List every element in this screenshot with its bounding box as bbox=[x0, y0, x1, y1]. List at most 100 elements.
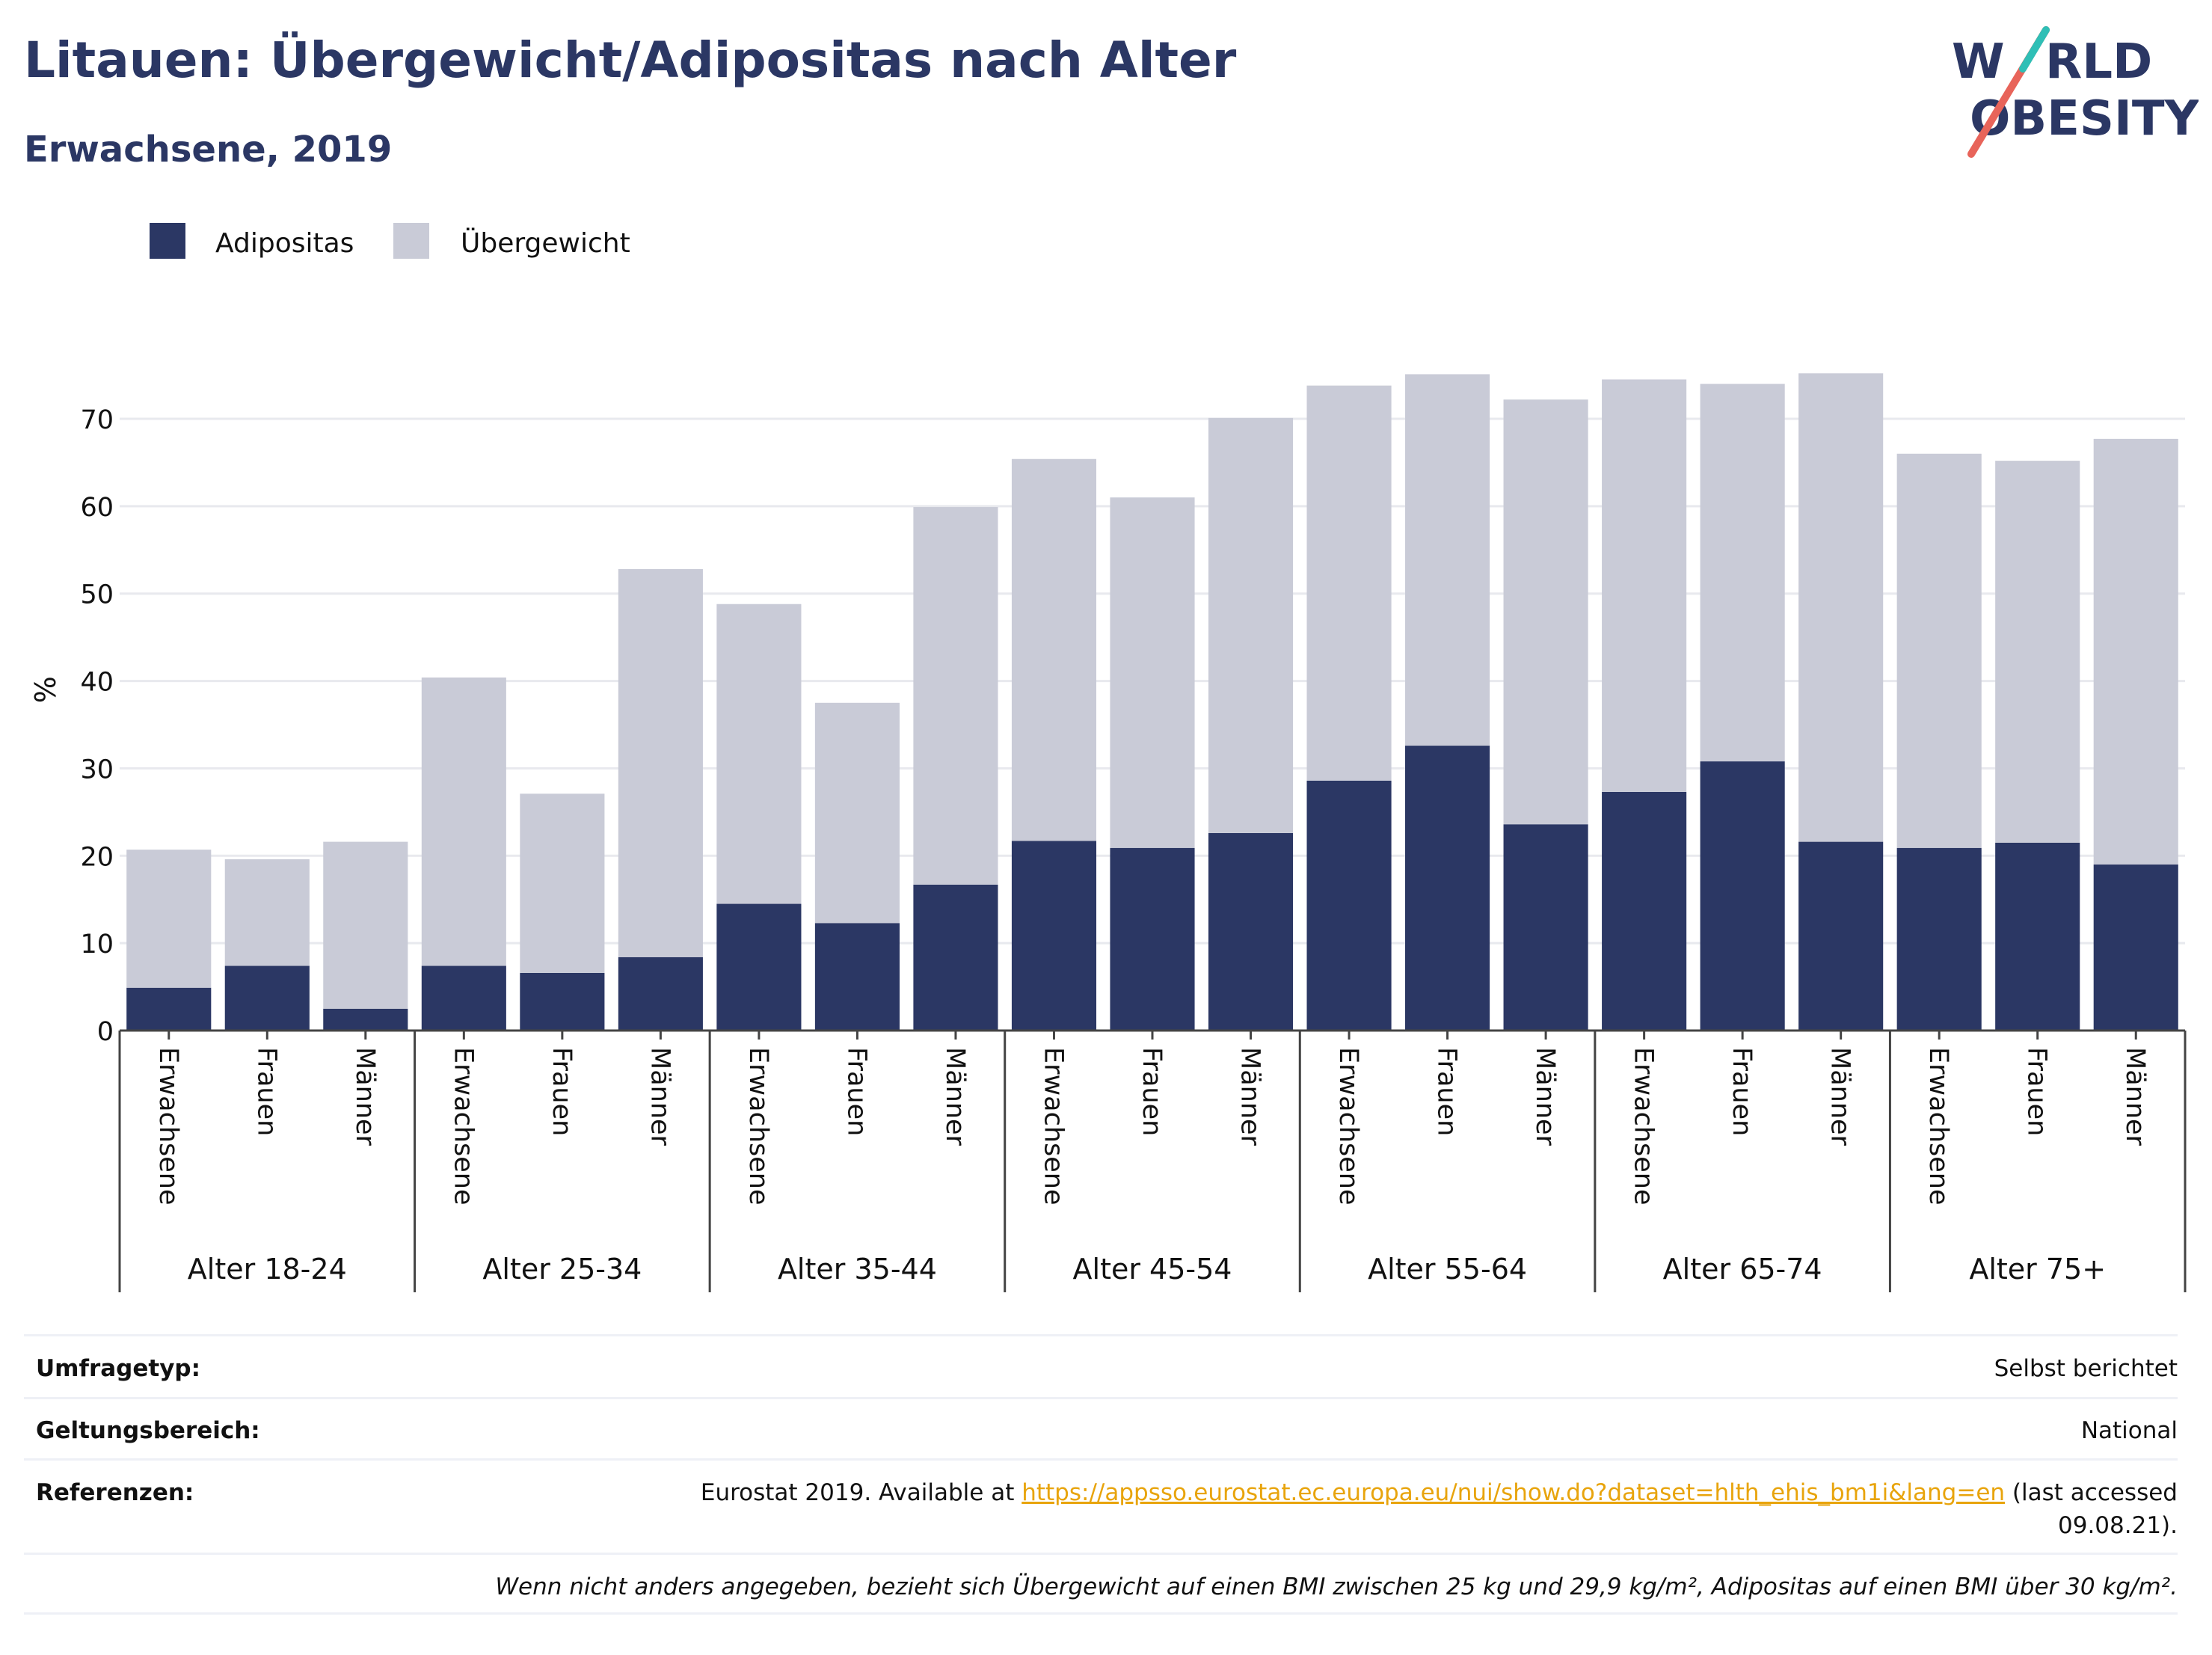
bar-adipositas bbox=[126, 987, 212, 1031]
bar-adipositas bbox=[1306, 780, 1392, 1031]
bar-uebergewicht bbox=[2093, 438, 2178, 865]
survey-value: Selbst berichtet bbox=[1994, 1355, 2178, 1382]
bar-adipositas bbox=[1798, 841, 1884, 1031]
bar-uebergewicht bbox=[1405, 374, 1490, 746]
x-subcategory-label: Erwachsene bbox=[1333, 1047, 1363, 1206]
divider bbox=[24, 1553, 2178, 1555]
bar-adipositas bbox=[814, 923, 900, 1031]
y-tick-label: 30 bbox=[80, 755, 114, 784]
x-group-label: Alter 25-34 bbox=[482, 1253, 642, 1286]
x-subcategory-label: Erwachsene bbox=[448, 1047, 478, 1206]
x-subcategory-label: Männer bbox=[1825, 1047, 1855, 1146]
y-axis-label: % bbox=[29, 676, 62, 703]
x-subcategory-label: Frauen bbox=[547, 1047, 577, 1136]
x-subcategory-label: Erwachsene bbox=[153, 1047, 183, 1206]
bar-uebergewicht bbox=[1602, 379, 1687, 792]
x-subcategory-label: Frauen bbox=[251, 1047, 281, 1136]
bar-adipositas bbox=[1896, 847, 1982, 1031]
bar-adipositas bbox=[323, 1008, 408, 1031]
legend-swatch-adipositas bbox=[150, 223, 185, 259]
bar-uebergewicht bbox=[1995, 461, 2080, 843]
divider bbox=[24, 1458, 2178, 1461]
x-subcategory-label: Männer bbox=[940, 1047, 970, 1146]
x-subcategory-label: Frauen bbox=[1432, 1047, 1462, 1136]
footnote: Wenn nicht anders angegeben, bezieht sic… bbox=[495, 1573, 2178, 1600]
y-tick-label: 70 bbox=[80, 405, 114, 435]
x-group-label: Alter 65-74 bbox=[1663, 1253, 1822, 1286]
bar-adipositas bbox=[618, 957, 703, 1031]
bar-adipositas bbox=[1405, 746, 1490, 1031]
x-subcategory-label: Erwachsene bbox=[743, 1047, 773, 1206]
references-prefix: Eurostat 2019. Available at bbox=[700, 1479, 1022, 1506]
references-date: 09.08.21). bbox=[2058, 1512, 2178, 1539]
bars bbox=[126, 373, 2178, 1031]
legend-label-adipositas: Adipositas bbox=[215, 228, 354, 259]
y-tick-label: 40 bbox=[80, 668, 114, 698]
bar-adipositas bbox=[1602, 791, 1687, 1031]
bar-uebergewicht bbox=[323, 841, 408, 1009]
x-subcategory-label: Erwachsene bbox=[1629, 1047, 1659, 1206]
x-subcategory-label: Frauen bbox=[1137, 1047, 1167, 1136]
bar-adipositas bbox=[1208, 832, 1294, 1031]
bar-uebergewicht bbox=[1700, 384, 1785, 762]
references-link[interactable]: https://appsso.eurostat.ec.europa.eu/nui… bbox=[1021, 1479, 2006, 1506]
bar-adipositas bbox=[1503, 824, 1588, 1031]
bar-uebergewicht bbox=[618, 568, 703, 957]
world-obesity-logo: WORLD OBESITY bbox=[1952, 26, 2199, 158]
bar-uebergewicht bbox=[1896, 453, 1982, 848]
bar-uebergewicht bbox=[913, 507, 998, 885]
y-axis: 0 10 20 30 40 50 60 70% bbox=[29, 405, 114, 1047]
x-subcategory-label: Männer bbox=[1235, 1047, 1265, 1146]
x-subcategory-label: Männer bbox=[645, 1047, 675, 1146]
bar-adipositas bbox=[1700, 761, 1785, 1031]
scope-label: Geltungsbereich: bbox=[36, 1417, 260, 1444]
x-subcategory-label: Frauen bbox=[841, 1047, 871, 1136]
x-subcategory-label: Männer bbox=[2120, 1047, 2150, 1146]
bar-uebergewicht bbox=[716, 604, 802, 904]
bar-adipositas bbox=[520, 972, 605, 1031]
x-group-label: Alter 55-64 bbox=[1368, 1253, 1527, 1286]
x-group-label: Alter 35-44 bbox=[778, 1253, 937, 1286]
divider bbox=[24, 1612, 2178, 1615]
bar-uebergewicht bbox=[1798, 373, 1884, 842]
bar-adipositas bbox=[421, 965, 506, 1031]
x-subcategory-label: Männer bbox=[1530, 1047, 1560, 1146]
page-title: Litauen: Übergewicht/Adipositas nach Alt… bbox=[24, 31, 1237, 89]
x-subcategory-label: Männer bbox=[350, 1047, 380, 1146]
y-tick-label: 0 bbox=[97, 1017, 114, 1047]
y-tick-label: 20 bbox=[80, 842, 114, 872]
bar-uebergewicht bbox=[126, 850, 212, 988]
bar-uebergewicht bbox=[224, 859, 310, 966]
page-subtitle: Erwachsene, 2019 bbox=[24, 129, 393, 171]
bar-uebergewicht bbox=[1306, 385, 1392, 781]
references-value: Eurostat 2019. Available at https://apps… bbox=[701, 1479, 2178, 1506]
survey-label: Umfragetyp: bbox=[36, 1355, 200, 1382]
x-group-label: Alter 18-24 bbox=[188, 1253, 347, 1286]
y-tick-label: 50 bbox=[80, 580, 114, 610]
bar-uebergewicht bbox=[520, 793, 605, 973]
bar-adipositas bbox=[1110, 847, 1195, 1031]
x-subcategory-label: Erwachsene bbox=[1038, 1047, 1068, 1206]
bar-chart: Adipositas Übergewicht 010203040506070% … bbox=[29, 223, 2187, 1292]
svg-text:WORLD: WORLD bbox=[1952, 34, 2152, 90]
bar-adipositas bbox=[716, 903, 802, 1031]
bar-adipositas bbox=[1995, 842, 2080, 1031]
y-tick-label: 60 bbox=[80, 493, 114, 523]
divider bbox=[24, 1334, 2178, 1336]
bar-uebergewicht bbox=[1503, 399, 1588, 825]
x-subcategory-label: Frauen bbox=[1727, 1047, 1757, 1136]
bar-adipositas bbox=[2093, 864, 2178, 1031]
bar-uebergewicht bbox=[1110, 497, 1195, 848]
references-suffix: (last accessed bbox=[2005, 1479, 2178, 1506]
x-subcategory-label: Frauen bbox=[2022, 1047, 2052, 1136]
divider bbox=[24, 1397, 2178, 1399]
x-group-label: Alter 75+ bbox=[1969, 1253, 2106, 1286]
bar-uebergewicht bbox=[814, 702, 900, 924]
bar-adipositas bbox=[1011, 841, 1097, 1031]
bar-uebergewicht bbox=[1208, 417, 1294, 833]
scope-value: National bbox=[2080, 1417, 2178, 1444]
legend: Adipositas Übergewicht bbox=[150, 223, 630, 259]
legend-swatch-uebergewicht bbox=[393, 223, 429, 259]
bar-adipositas bbox=[913, 884, 998, 1031]
legend-label-uebergewicht: Übergewicht bbox=[461, 227, 630, 259]
